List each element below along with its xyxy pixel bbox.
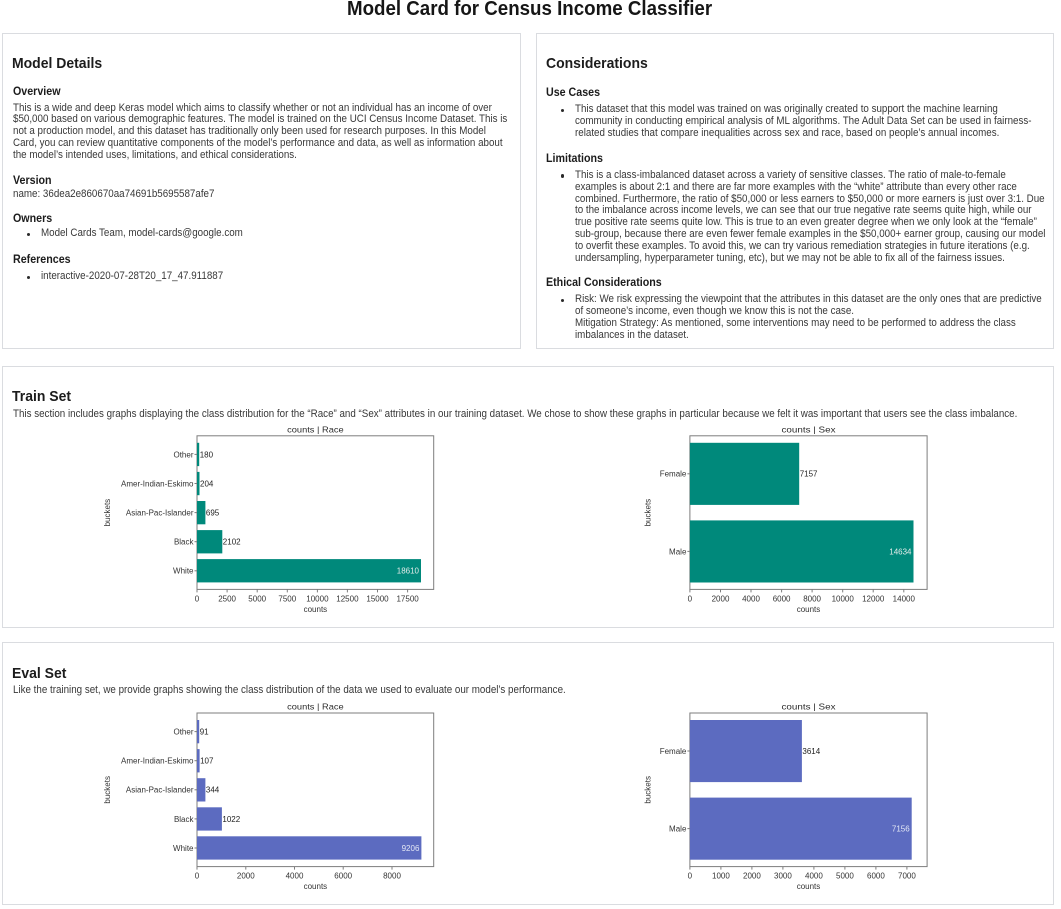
svg-text:Amer-Indian-Eskimo: Amer-Indian-Eskimo bbox=[121, 757, 194, 766]
svg-text:344: 344 bbox=[206, 786, 220, 795]
svg-text:2000: 2000 bbox=[712, 594, 730, 603]
svg-text:1000: 1000 bbox=[712, 872, 730, 881]
svg-text:2000: 2000 bbox=[237, 872, 255, 881]
svg-text:Other: Other bbox=[173, 728, 193, 737]
svg-text:Female: Female bbox=[660, 470, 687, 479]
svg-text:5000: 5000 bbox=[248, 594, 266, 603]
svg-text:8000: 8000 bbox=[383, 872, 401, 881]
svg-text:buckets: buckets bbox=[643, 776, 652, 804]
svg-text:3614: 3614 bbox=[802, 747, 820, 756]
svg-text:14634: 14634 bbox=[889, 547, 912, 556]
svg-text:12000: 12000 bbox=[862, 594, 885, 603]
svg-text:Asian-Pac-Islander: Asian-Pac-Islander bbox=[126, 509, 194, 518]
svg-text:counts: counts bbox=[797, 605, 821, 614]
svg-text:0: 0 bbox=[195, 872, 200, 881]
svg-text:Male: Male bbox=[669, 825, 687, 834]
svg-text:7156: 7156 bbox=[892, 825, 910, 834]
svg-text:Asian-Pac-Islander: Asian-Pac-Islander bbox=[126, 786, 194, 795]
svg-text:counts: counts bbox=[304, 605, 328, 614]
svg-text:7157: 7157 bbox=[800, 470, 818, 479]
svg-text:Other: Other bbox=[173, 450, 193, 459]
svg-text:6000: 6000 bbox=[867, 872, 885, 881]
svg-text:18610: 18610 bbox=[397, 567, 420, 576]
svg-text:2500: 2500 bbox=[218, 594, 236, 603]
svg-text:counts | Sex: counts | Sex bbox=[782, 702, 837, 712]
svg-text:107: 107 bbox=[200, 757, 214, 766]
svg-text:14000: 14000 bbox=[893, 594, 916, 603]
svg-text:White: White bbox=[173, 567, 194, 576]
svg-text:counts: counts bbox=[304, 882, 328, 891]
svg-text:2102: 2102 bbox=[223, 538, 241, 547]
svg-text:0: 0 bbox=[688, 872, 693, 881]
svg-text:4000: 4000 bbox=[742, 594, 760, 603]
svg-text:7500: 7500 bbox=[278, 594, 296, 603]
svg-text:10000: 10000 bbox=[306, 594, 329, 603]
svg-text:counts: counts bbox=[797, 882, 821, 891]
svg-text:2000: 2000 bbox=[743, 872, 761, 881]
svg-text:6000: 6000 bbox=[334, 872, 352, 881]
svg-text:9206: 9206 bbox=[402, 844, 420, 853]
svg-text:counts | Race: counts | Race bbox=[287, 425, 344, 435]
svg-text:5000: 5000 bbox=[836, 872, 854, 881]
svg-text:0: 0 bbox=[195, 594, 200, 603]
svg-text:Amer-Indian-Eskimo: Amer-Indian-Eskimo bbox=[121, 479, 194, 488]
svg-text:buckets: buckets bbox=[643, 499, 652, 527]
svg-text:counts | Sex: counts | Sex bbox=[782, 425, 837, 435]
svg-text:204: 204 bbox=[200, 479, 214, 488]
svg-text:695: 695 bbox=[206, 509, 220, 518]
svg-text:6000: 6000 bbox=[773, 594, 791, 603]
svg-text:Black: Black bbox=[174, 815, 195, 824]
svg-text:Female: Female bbox=[660, 747, 687, 756]
svg-text:1022: 1022 bbox=[222, 815, 240, 824]
svg-text:10000: 10000 bbox=[832, 594, 855, 603]
svg-text:3000: 3000 bbox=[774, 872, 792, 881]
svg-text:buckets: buckets bbox=[103, 499, 112, 527]
svg-text:counts | Race: counts | Race bbox=[287, 702, 344, 712]
svg-text:0: 0 bbox=[688, 594, 693, 603]
svg-text:12500: 12500 bbox=[336, 594, 359, 603]
svg-text:4000: 4000 bbox=[286, 872, 304, 881]
svg-text:91: 91 bbox=[200, 728, 209, 737]
svg-text:8000: 8000 bbox=[803, 594, 821, 603]
svg-text:7000: 7000 bbox=[898, 872, 916, 881]
svg-text:White: White bbox=[173, 844, 194, 853]
svg-text:buckets: buckets bbox=[103, 776, 112, 804]
svg-text:15000: 15000 bbox=[366, 594, 389, 603]
svg-text:Black: Black bbox=[174, 538, 195, 547]
svg-text:4000: 4000 bbox=[805, 872, 823, 881]
svg-text:180: 180 bbox=[200, 450, 214, 459]
svg-text:Male: Male bbox=[669, 547, 687, 556]
svg-text:17500: 17500 bbox=[396, 594, 419, 603]
